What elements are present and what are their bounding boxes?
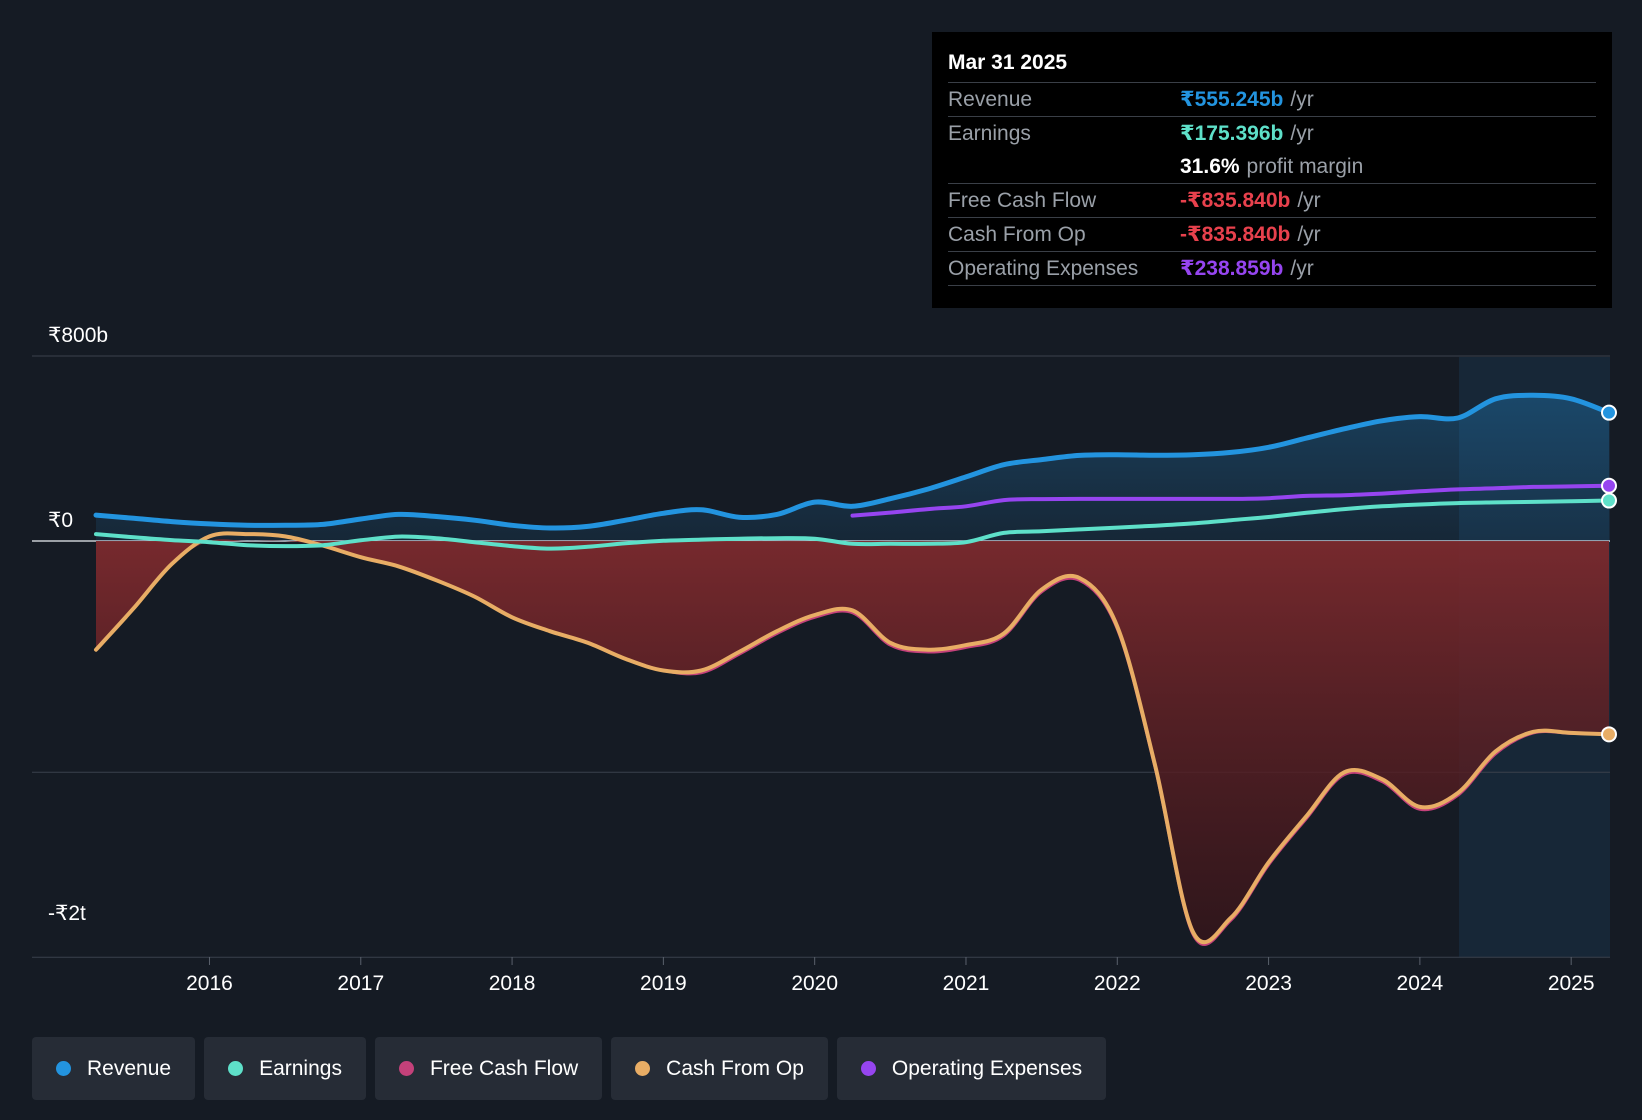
tooltip-label: Operating Expenses: [948, 257, 1139, 280]
legend-item-cash-from-op[interactable]: Cash From Op: [611, 1037, 828, 1100]
revenue-dot-icon: [56, 1061, 71, 1076]
tooltip-row-free-cash-flow: Free Cash Flow -₹835.840b /yr: [948, 184, 1596, 218]
tooltip-unit: /yr: [1297, 223, 1321, 246]
earnings-end-marker: [1601, 492, 1617, 509]
operating-expenses-line: [850, 483, 1611, 518]
earnings-line: [94, 498, 1611, 551]
tooltip-row-operating-expenses: Operating Expenses ₹238.859b /yr: [948, 252, 1596, 286]
x-tick-label: 2018: [489, 972, 536, 995]
cash-from-op-line: [94, 531, 1611, 945]
operating-expenses-end-marker: [1601, 477, 1617, 494]
tooltip-value: -₹835.840b: [1180, 189, 1291, 212]
cash-flow-area: [96, 539, 1609, 943]
tooltip-value: ₹238.859b: [1180, 257, 1284, 280]
x-tick-label: 2025: [1548, 972, 1595, 995]
end-markers: [1601, 404, 1617, 743]
legend-label: Free Cash Flow: [429, 1056, 579, 1080]
series-areas: [96, 395, 1609, 943]
legend-item-earnings[interactable]: Earnings: [204, 1037, 366, 1100]
tooltip-label: [948, 150, 1180, 183]
series-lines: [93, 392, 1612, 946]
tooltip-unit: profit margin: [1246, 155, 1364, 178]
x-tick-label: 2022: [1094, 972, 1141, 995]
y-tick-label: -₹2t: [48, 902, 86, 925]
x-tick-label: 2017: [337, 972, 384, 995]
cash-from-op-end-marker: [1601, 726, 1617, 743]
x-tick-label: 2021: [943, 972, 990, 995]
revenue-end-marker: [1601, 404, 1617, 421]
tooltip-row-revenue: Revenue ₹555.245b /yr: [948, 83, 1596, 117]
x-tick-label: 2023: [1245, 972, 1292, 995]
tooltip-row-cash-from-op: Cash From Op -₹835.840b /yr: [948, 218, 1596, 252]
revenue-line: [93, 392, 1612, 531]
legend-label: Cash From Op: [666, 1056, 804, 1080]
tooltip-label: Free Cash Flow: [948, 189, 1097, 212]
tooltip-unit: /yr: [1290, 257, 1314, 280]
y-axis-labels: ₹800b ₹0 -₹2t: [48, 324, 108, 925]
tooltip-value: ₹555.245b: [1180, 88, 1284, 111]
tooltip-label: Earnings: [948, 122, 1031, 145]
tooltip-row-profit-margin: 31.6% profit margin: [948, 150, 1596, 184]
legend-label: Revenue: [87, 1056, 172, 1080]
operating-expenses-dot-icon: [860, 1061, 876, 1076]
legend-item-free-cash-flow[interactable]: Free Cash Flow: [374, 1037, 603, 1100]
tooltip-unit: /yr: [1290, 88, 1314, 111]
legend-label: Operating Expenses: [891, 1056, 1083, 1080]
tooltip-label: Cash From Op: [948, 223, 1086, 246]
tooltip-value: 31.6%: [1180, 155, 1240, 178]
legend: Revenue Earnings Free Cash Flow Cash Fro…: [32, 1037, 1107, 1100]
x-axis-ticks: 2016 2017 2018 2019 2020 2021 2022 2023 2024 2025: [186, 957, 1595, 995]
x-tick-label: 2020: [791, 972, 838, 995]
x-tick-label: 2019: [640, 972, 687, 995]
cash-from-op-dot-icon: [635, 1061, 651, 1076]
tooltip-date: Mar 31 2025: [948, 48, 1596, 83]
tooltip-panel: Mar 31 2025 Revenue ₹555.245b /yr Earnin…: [932, 32, 1612, 308]
legend-item-revenue[interactable]: Revenue: [32, 1037, 196, 1100]
free-cash-flow-dot-icon: [398, 1061, 414, 1076]
x-tick-label: 2024: [1397, 972, 1444, 995]
y-tick-label: ₹800b: [48, 324, 108, 347]
legend-label: Earnings: [259, 1056, 342, 1080]
tooltip-value: ₹175.396b: [1180, 122, 1284, 145]
tooltip-label: Revenue: [948, 88, 1033, 111]
y-tick-label: ₹0: [48, 509, 73, 532]
tooltip-row-earnings: Earnings ₹175.396b /yr: [948, 117, 1596, 150]
tooltip-unit: /yr: [1297, 189, 1321, 212]
x-tick-label: 2016: [186, 972, 233, 995]
revenue-area: [96, 395, 1609, 541]
legend-item-operating-expenses[interactable]: Operating Expenses: [836, 1037, 1107, 1100]
tooltip-unit: /yr: [1290, 122, 1314, 145]
tooltip-value: -₹835.840b: [1180, 223, 1291, 246]
earnings-dot-icon: [228, 1061, 244, 1076]
